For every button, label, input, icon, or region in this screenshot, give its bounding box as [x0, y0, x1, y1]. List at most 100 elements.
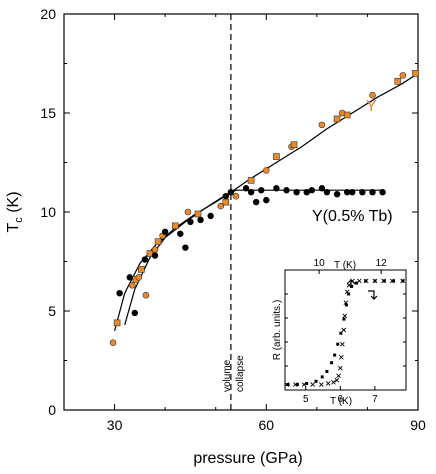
data-point-y-tb — [333, 190, 341, 198]
data-point-y — [290, 141, 298, 148]
data-point-y-tb — [252, 198, 260, 206]
inset-data-point-square — [342, 317, 346, 321]
data-point-y-tb — [116, 289, 123, 297]
inset-data-point-cross — [331, 380, 336, 385]
inset-data-point-cross — [318, 382, 324, 387]
data-point-y — [318, 121, 326, 129]
data-point-y-tb — [141, 256, 149, 263]
data-point-y-tb — [187, 218, 194, 226]
data-point-y — [142, 291, 150, 299]
inset-data-point-cross — [363, 278, 369, 284]
data-point-y-tb — [222, 192, 230, 200]
x-tick-label: 30 — [107, 417, 123, 433]
y-tick-label: 10 — [40, 204, 56, 220]
inset-data-point-cross — [337, 365, 343, 371]
series-label-y-tb: Y(0.5% Tb) — [312, 208, 393, 225]
inset-data-point-square — [339, 331, 343, 335]
data-point-y-tb — [344, 189, 351, 196]
inset-data-point-cross — [336, 373, 341, 379]
inset-data-point-cross — [325, 381, 331, 386]
inset-data-point-cross — [357, 278, 362, 284]
data-point-y-tb — [303, 189, 310, 196]
inset-data-point-cross — [284, 382, 290, 387]
data-point-y-tb — [177, 230, 184, 237]
data-point-y-tb — [182, 244, 189, 251]
data-point-y — [135, 274, 143, 281]
data-point-y — [128, 281, 136, 289]
data-point-y-tb — [227, 189, 235, 196]
data-point-y-tb — [369, 189, 376, 196]
inset-top-axis-title: T (K) — [334, 260, 356, 271]
inset-data-point-square — [344, 303, 348, 307]
data-point-y — [399, 72, 407, 79]
data-point-y — [154, 238, 162, 245]
inset-data-point-cross — [342, 313, 348, 319]
inset-data-point-square — [392, 279, 396, 283]
inset-data-point-square — [336, 342, 340, 346]
data-point-y — [113, 319, 121, 327]
data-point-y — [273, 153, 280, 160]
inset-data-point-square — [382, 279, 386, 283]
data-point-y — [222, 198, 230, 206]
inset-data-point-square — [350, 284, 354, 288]
data-point-y-tb — [207, 212, 214, 220]
inset-data-point-square — [286, 383, 290, 387]
data-point-y-tb — [263, 196, 270, 204]
inset-x-tick-label: 6 — [338, 394, 344, 405]
inset-top-tick-label: 12 — [376, 258, 388, 269]
data-point-y-tb — [258, 187, 265, 194]
x-axis-title: pressure (GPa) — [193, 450, 302, 467]
inset-data-point-cross — [400, 278, 405, 284]
inset-data-point-cross — [389, 278, 395, 284]
y-tick-label: 5 — [48, 303, 56, 319]
y-tick-label: 20 — [40, 6, 56, 22]
annotation-volume: volume — [222, 359, 233, 392]
inset-plot: 5 6 7 10 12 — [284, 258, 407, 405]
data-point-y-tb — [131, 309, 138, 317]
data-point-y — [217, 202, 225, 210]
inset-data-point-cross — [334, 377, 340, 383]
inset-x-tick-label: 5 — [303, 394, 309, 405]
inset-data-point-cross — [343, 300, 349, 306]
inset-data-point-cross — [372, 278, 378, 284]
data-point-y — [171, 222, 179, 230]
data-point-y-tb — [247, 189, 255, 196]
data-point-y — [262, 167, 270, 174]
series-label-y: Y — [366, 98, 377, 115]
data-point-y — [194, 210, 202, 218]
inset-data-point-square — [320, 375, 324, 379]
inset-data-point-square — [354, 281, 358, 285]
inset-data-point-cross — [301, 382, 307, 387]
annotation-collapse: collapse — [235, 355, 246, 392]
inset-arrow-down-icon — [368, 290, 378, 300]
data-point-y-tb — [197, 216, 204, 224]
data-point-y-tb — [151, 252, 159, 259]
inset-x-tick-label: 7 — [372, 394, 378, 405]
data-point-y-tb — [323, 189, 331, 196]
inset-frame — [284, 269, 407, 391]
data-point-y-tb — [293, 189, 300, 196]
inset-x-axis-title: T (K) — [330, 396, 352, 407]
inset-arrow-up-icon — [346, 279, 356, 288]
data-point-y-tb — [273, 185, 280, 192]
data-point-y — [184, 208, 192, 216]
data-point-y — [333, 115, 341, 123]
y-axis-title: Tc (K) — [5, 191, 25, 232]
data-point-y-tb — [308, 187, 315, 194]
inset-data-point-square — [305, 381, 309, 385]
y-axis-title-unit: (K) — [5, 191, 22, 217]
inset-data-point-square — [330, 361, 334, 365]
data-point-y — [247, 177, 255, 184]
data-point-y — [412, 70, 419, 77]
data-point-y — [343, 111, 351, 119]
y-tick-label: 15 — [40, 105, 56, 121]
inset-data-point-square — [314, 379, 318, 383]
data-point-y — [232, 192, 240, 200]
inset-data-point-square — [295, 383, 299, 387]
x-tick-label: 60 — [258, 417, 274, 433]
data-point-y — [109, 339, 117, 346]
y-axis-title-main: T — [5, 223, 22, 233]
data-point-y — [369, 91, 376, 99]
data-point-y-tb — [349, 189, 356, 196]
